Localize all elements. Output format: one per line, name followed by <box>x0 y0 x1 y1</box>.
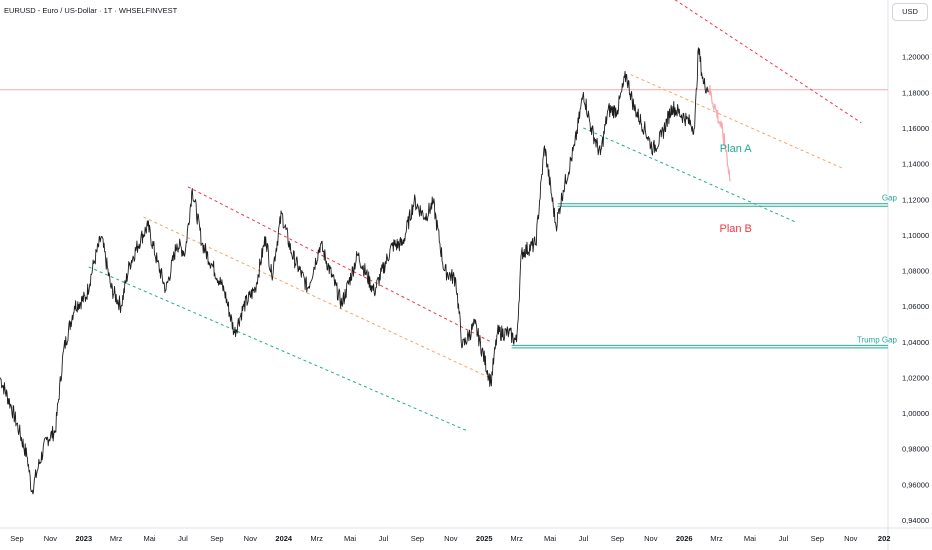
x-tick-label: Sep <box>210 534 223 543</box>
trendline[interactable] <box>88 266 468 432</box>
y-tick-label: 0,98000 <box>902 445 929 454</box>
y-tick-label: 1,00000 <box>902 409 929 418</box>
trendline[interactable] <box>630 74 845 170</box>
x-tick-label: Jul <box>779 534 789 543</box>
horizontal-line-label: Gap <box>882 194 898 203</box>
currency-button[interactable]: USD <box>892 3 928 21</box>
x-tick-label: Sep <box>611 534 624 543</box>
y-tick-label: 1,04000 <box>902 338 929 347</box>
y-tick-label: 1,06000 <box>902 302 929 311</box>
x-tick-label: Jul <box>379 534 389 543</box>
y-tick-label: 1,16000 <box>902 124 929 133</box>
annotation-label: Plan B <box>719 223 751 235</box>
x-tick-label: Nov <box>244 534 258 543</box>
x-tick-label: Mrz <box>510 534 523 543</box>
chart-title: EURUSD - Euro / US-Dollar · 1T · WHSELFI… <box>4 6 178 15</box>
trendline[interactable] <box>583 127 797 223</box>
y-tick-label: 1,14000 <box>902 160 929 169</box>
y-tick-label: 1,18000 <box>902 88 929 97</box>
x-tick-label: Mrz <box>110 534 123 543</box>
x-tick-label: 2025 <box>476 534 493 543</box>
x-tick-label: Mrz <box>710 534 723 543</box>
x-tick-label: Mrz <box>310 534 323 543</box>
y-tick-label: 0,94000 <box>902 516 929 525</box>
x-tick-label: Mai <box>744 534 756 543</box>
x-tick-label: Nov <box>444 534 458 543</box>
x-tick-label: Mai <box>544 534 556 543</box>
x-tick-label: 2023 <box>75 534 92 543</box>
x-tick-label: Sep <box>411 534 424 543</box>
x-tick-label: Sep <box>811 534 824 543</box>
trendline[interactable] <box>674 0 862 124</box>
x-tick-label: Nov <box>644 534 658 543</box>
trendline[interactable] <box>143 216 490 378</box>
y-tick-label: 1,10000 <box>902 231 929 240</box>
y-tick-label: 1,12000 <box>902 195 929 204</box>
x-tick-label: 2026 <box>676 534 693 543</box>
y-tick-label: 1,08000 <box>902 267 929 276</box>
x-tick-label: 2024 <box>275 534 293 543</box>
x-tick-label: Nov <box>844 534 858 543</box>
x-tick-label: 202 <box>878 534 891 543</box>
y-tick-label: 1,20000 <box>902 53 929 62</box>
trendline[interactable] <box>187 186 492 343</box>
horizontal-line-label: Trump Gap <box>857 335 898 344</box>
x-tick-label: Sep <box>10 534 23 543</box>
x-tick-label: Nov <box>44 534 58 543</box>
price-series-line[interactable] <box>708 84 731 182</box>
price-series-line[interactable] <box>0 47 710 495</box>
x-tick-label: Mai <box>344 534 356 543</box>
annotation-label: Plan A <box>720 143 752 155</box>
x-tick-label: Mai <box>144 534 156 543</box>
y-tick-label: 1,02000 <box>902 373 929 382</box>
x-tick-label: Jul <box>178 534 188 543</box>
x-tick-label: Jul <box>579 534 589 543</box>
y-tick-label: 0,96000 <box>902 480 929 489</box>
